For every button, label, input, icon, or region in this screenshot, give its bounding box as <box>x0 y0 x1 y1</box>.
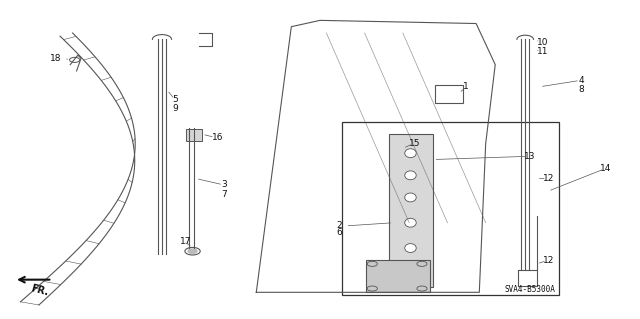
FancyBboxPatch shape <box>435 85 463 103</box>
FancyBboxPatch shape <box>366 260 430 292</box>
Text: 8: 8 <box>578 85 584 94</box>
FancyBboxPatch shape <box>381 142 394 153</box>
FancyBboxPatch shape <box>534 215 545 223</box>
Text: 11: 11 <box>537 48 548 56</box>
Text: 7: 7 <box>221 190 227 199</box>
Ellipse shape <box>404 218 416 227</box>
Text: 18: 18 <box>51 54 62 63</box>
Text: 1: 1 <box>463 82 469 91</box>
Text: 4: 4 <box>578 76 584 85</box>
Text: 14: 14 <box>600 165 612 174</box>
Circle shape <box>188 249 197 253</box>
Text: 3: 3 <box>221 180 227 189</box>
Ellipse shape <box>404 149 416 158</box>
Ellipse shape <box>404 244 416 252</box>
Text: 9: 9 <box>172 104 178 113</box>
Ellipse shape <box>404 171 416 180</box>
Text: 13: 13 <box>524 152 536 161</box>
FancyBboxPatch shape <box>399 142 412 153</box>
Text: FR.: FR. <box>29 283 50 297</box>
Text: 17: 17 <box>180 237 191 246</box>
FancyBboxPatch shape <box>389 134 433 286</box>
Text: 10: 10 <box>537 38 548 47</box>
Text: 15: 15 <box>409 139 420 148</box>
Ellipse shape <box>404 266 416 275</box>
Text: 12: 12 <box>543 174 554 183</box>
Text: 6: 6 <box>337 228 342 237</box>
Ellipse shape <box>404 193 416 202</box>
Text: 5: 5 <box>172 95 178 104</box>
FancyBboxPatch shape <box>342 122 559 295</box>
Text: SVA4-B5300A: SVA4-B5300A <box>505 285 556 294</box>
Text: 16: 16 <box>212 133 223 142</box>
Text: 12: 12 <box>543 256 554 265</box>
Text: 2: 2 <box>337 221 342 230</box>
FancyBboxPatch shape <box>186 130 202 141</box>
